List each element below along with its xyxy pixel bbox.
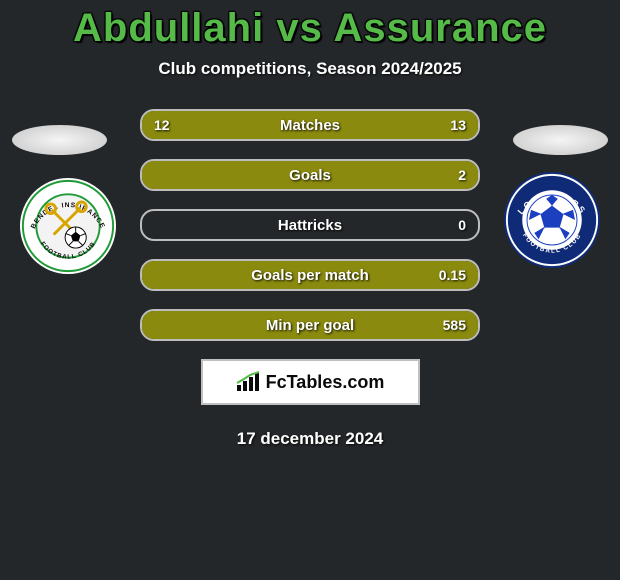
bar-chart-icon [236, 371, 262, 393]
player-left-silhouette [12, 125, 107, 155]
stat-right-value: 0.15 [439, 267, 466, 283]
stat-row: Goals 2 [140, 159, 480, 191]
stat-row: Hattricks 0 [140, 209, 480, 241]
stat-label: Matches [280, 117, 340, 134]
fctables-watermark[interactable]: FcTables.com [201, 359, 420, 405]
date-text: 17 december 2024 [0, 429, 620, 449]
stat-label: Min per goal [266, 317, 354, 334]
stat-row: Min per goal 585 [140, 309, 480, 341]
lobi-stars-icon: LOBI STARS FOOTBALL CLUB [504, 172, 600, 268]
stat-left-value: 12 [154, 117, 170, 133]
club-crest-right: LOBI STARS FOOTBALL CLUB [504, 172, 600, 268]
stat-right-value: 13 [450, 117, 466, 133]
stat-right-value: 585 [443, 317, 466, 333]
stat-row: Goals per match 0.15 [140, 259, 480, 291]
stat-right-value: 0 [458, 217, 466, 233]
stat-label: Goals per match [251, 267, 369, 284]
page-subtitle: Club competitions, Season 2024/2025 [0, 59, 620, 79]
stat-label: Hattricks [278, 217, 342, 234]
page-title: Abdullahi vs Assurance [0, 0, 620, 51]
player-right-silhouette [513, 125, 608, 155]
comparison-infographic: Abdullahi vs Assurance Club competitions… [0, 0, 620, 580]
club-crest-left: BENDEL INSURANCE FOOTBALL CLUB [20, 178, 116, 274]
stats-bars: 12 Matches 13 Goals 2 Hattricks 0 Goals per mat… [140, 109, 480, 341]
fctables-label: FcTables.com [266, 372, 385, 393]
stat-label: Goals [289, 167, 331, 184]
stat-row: 12 Matches 13 [140, 109, 480, 141]
stat-right-value: 2 [458, 167, 466, 183]
bendel-insurance-icon: BENDEL INSURANCE FOOTBALL CLUB [20, 178, 116, 274]
